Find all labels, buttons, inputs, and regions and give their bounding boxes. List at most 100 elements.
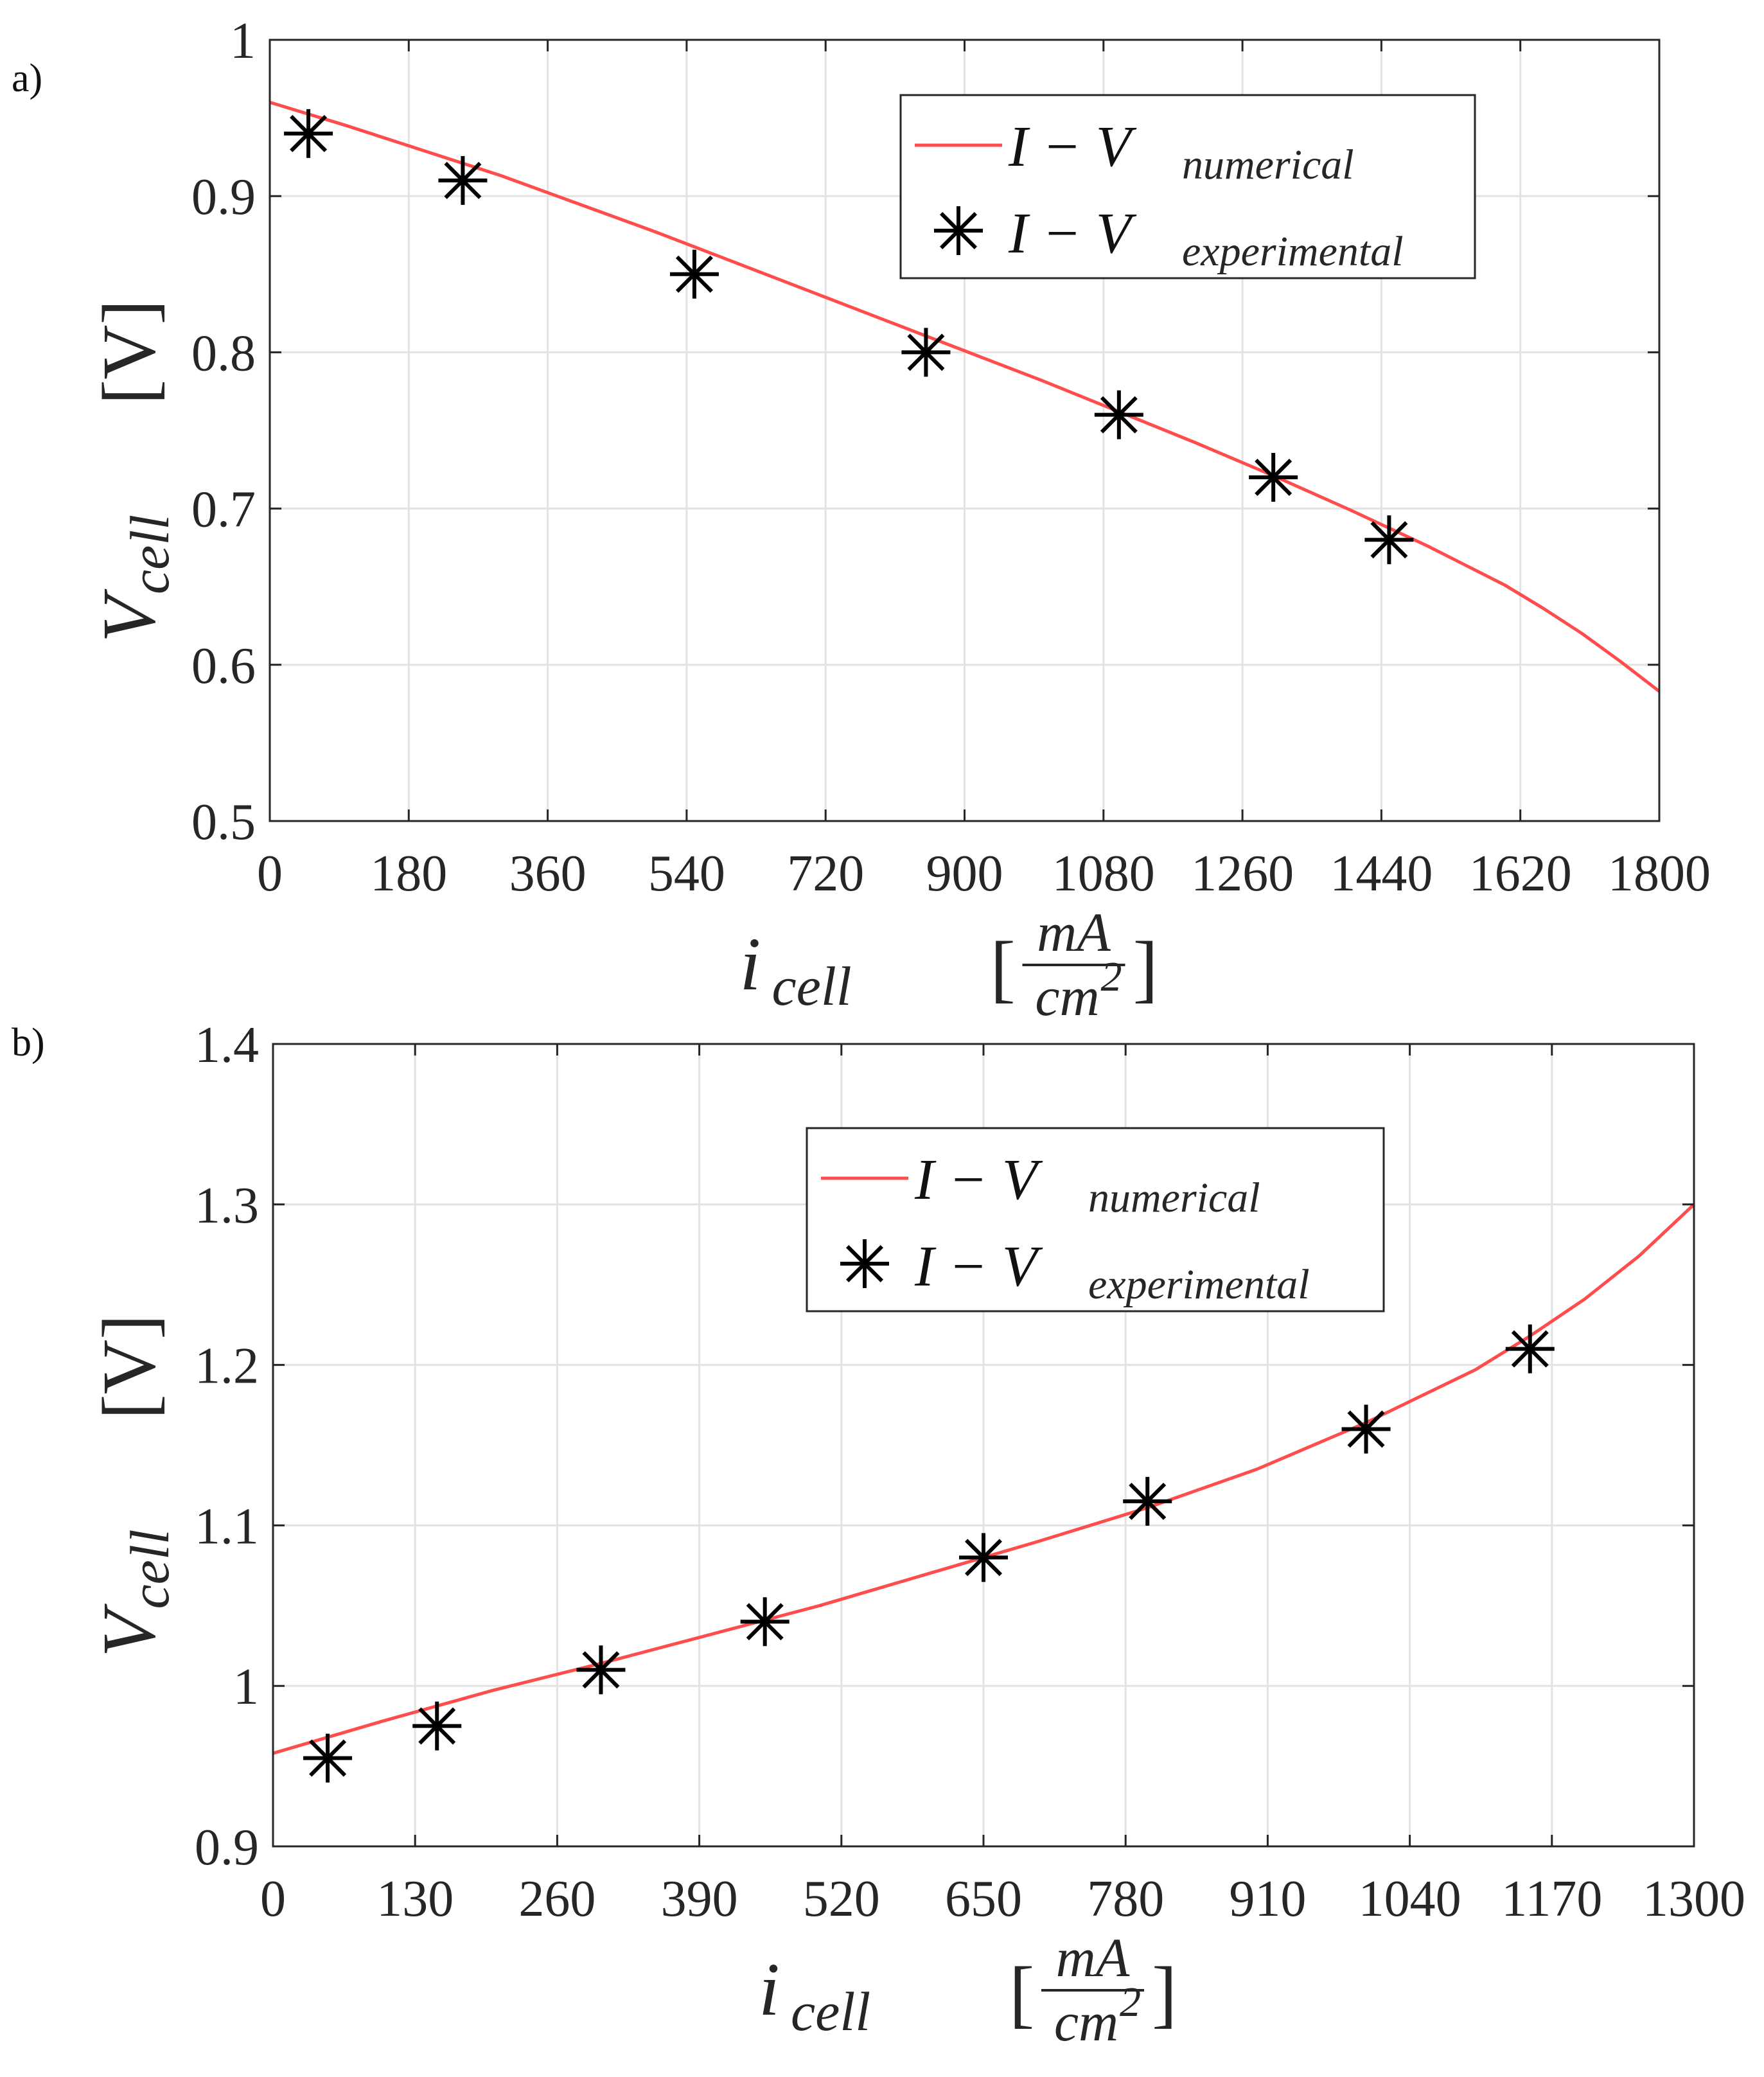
series-line-numerical [270, 100, 1659, 693]
y-tick-label: 1 [230, 13, 256, 69]
data-point-experimental [284, 109, 333, 158]
x-tick-label: 720 [787, 845, 864, 902]
data-point-experimental [669, 249, 719, 299]
chart-panel-a: 0 180 360 540 720 900 1080 1260 1440 1620 1800 0.5 0… [12, 13, 1711, 1027]
x-tick-label: 1800 [1608, 845, 1711, 902]
y-tick-label: 0.6 [191, 638, 256, 694]
legend-box [806, 1127, 1385, 1312]
y-tick-label: 0.9 [195, 1819, 259, 1876]
y-tick-label: 0.7 [191, 482, 256, 538]
x-tick-label: 910 [1229, 1871, 1306, 1927]
x-axis-unit-open: [ [991, 926, 1016, 1010]
y-tick-label: 1.4 [195, 1017, 259, 1074]
x-axis-unit-denominator: cm [1035, 966, 1099, 1027]
x-axis-title-main: i [759, 1947, 780, 2031]
marker-stroke [1347, 1410, 1385, 1448]
x-axis-unit-exponent: 2 [1120, 1979, 1141, 2026]
x-tick-label: 900 [926, 845, 1003, 902]
legend: I − V numerical I − V experimental [806, 1127, 1385, 1312]
marker-stroke [1511, 1330, 1549, 1368]
y-axis-title-main: V [87, 1604, 171, 1657]
x-axis-unit-exponent: 2 [1101, 953, 1122, 1000]
data-point-experimental [1123, 1476, 1172, 1526]
legend-label-sub: experimental [1182, 228, 1404, 275]
y-axis-title-unit: [V] [87, 1314, 171, 1420]
legend: I − V numerical I − V experimental [899, 94, 1476, 279]
y-tick-label: 1 [233, 1659, 259, 1715]
legend-marker-swatch [840, 1239, 889, 1288]
x-tick-label: 0 [257, 845, 283, 902]
data-point-experimental [1249, 452, 1298, 502]
y-tick-label: 1.2 [195, 1338, 259, 1395]
x-axis-unit-numerator: mA [1056, 1927, 1130, 1988]
y-axis-title-sub: cell [119, 515, 181, 594]
y-tick-label: 0.9 [191, 169, 256, 225]
y-tick-label: 0.5 [191, 794, 256, 851]
x-tick-label: 780 [1087, 1871, 1164, 1927]
data-point-experimental [901, 328, 951, 377]
panel-label: a) [12, 57, 42, 100]
data-point-experimental [576, 1645, 626, 1695]
data-point-experimental [438, 155, 488, 205]
legend-label-sub: numerical [1088, 1174, 1260, 1221]
y-tick-label: 1.3 [195, 1178, 259, 1234]
x-tick-label: 540 [648, 845, 725, 902]
x-axis-title-main: i [740, 922, 761, 1006]
legend-label: I − V [1008, 202, 1137, 265]
x-tick-label: 1300 [1643, 1871, 1745, 1927]
x-tick-label: 360 [509, 845, 587, 902]
marker-stroke [1100, 396, 1138, 434]
marker-stroke [746, 1603, 784, 1641]
x-tick-label: 390 [661, 1871, 738, 1927]
x-tick-label: 1040 [1359, 1871, 1461, 1927]
legend-marker-swatch [934, 206, 983, 255]
legend-label-sub: experimental [1088, 1261, 1310, 1308]
x-tick-label: 260 [518, 1871, 595, 1927]
marker-stroke [1129, 1482, 1167, 1520]
data-point-experimental [740, 1597, 789, 1647]
x-tick-label: 520 [803, 1871, 880, 1927]
legend-box [899, 94, 1476, 279]
legend-label: I − V [914, 1235, 1043, 1298]
marker-stroke [846, 1245, 883, 1282]
panel-label: b) [12, 1021, 45, 1065]
data-point-experimental [1505, 1324, 1555, 1374]
marker-stroke [1370, 521, 1408, 559]
legend-label: I − V [1008, 115, 1137, 179]
legend-label: I − V [914, 1148, 1043, 1212]
y-axis-title-unit: [V] [87, 299, 171, 405]
x-tick-label: 1080 [1052, 845, 1155, 902]
marker-stroke [444, 161, 482, 199]
legend-entry: I − V experimental [840, 1235, 1310, 1308]
legend-entry: I − V experimental [934, 202, 1404, 275]
legend-label-sub: numerical [1182, 141, 1354, 188]
marker-stroke [290, 114, 328, 152]
x-axis-unit-close: ] [1152, 1951, 1177, 2035]
data-point-experimental [303, 1733, 353, 1783]
x-axis-unit-open: [ [1009, 1951, 1034, 2035]
marker-stroke [582, 1651, 620, 1689]
y-tick-label: 1.1 [195, 1498, 259, 1555]
x-axis-unit-denominator: cm [1054, 1991, 1118, 2053]
data-point-experimental [412, 1701, 462, 1751]
marker-stroke [309, 1739, 347, 1777]
x-axis-unit-numerator: mA [1037, 901, 1111, 963]
data-point-experimental [1364, 515, 1414, 565]
x-tick-label: 1260 [1191, 845, 1294, 902]
x-tick-label: 180 [370, 845, 447, 902]
legend-entry: I − V numerical [821, 1148, 1260, 1221]
data-point-experimental [1094, 390, 1143, 439]
x-tick-label: 650 [945, 1871, 1022, 1927]
x-tick-label: 0 [260, 1871, 286, 1927]
chart-panel-b: 0 130 260 390 520 650 780 910 1040 1170 1300 0.9 1 1.… [12, 1017, 1745, 2053]
marker-stroke [675, 255, 713, 293]
x-axis-unit-close: ] [1133, 926, 1158, 1010]
x-tick-label: 1440 [1330, 845, 1433, 902]
y-axis-title-sub: cell [119, 1529, 181, 1609]
marker-stroke [907, 333, 945, 371]
